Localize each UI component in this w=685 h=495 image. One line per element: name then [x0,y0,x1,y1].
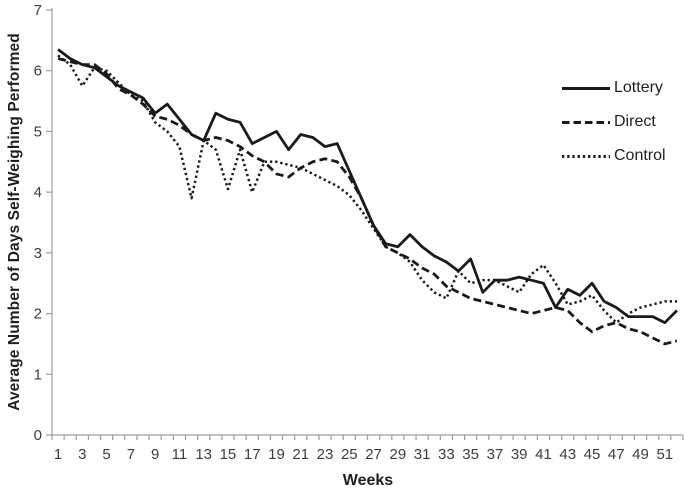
x-tick-label: 9 [151,446,159,463]
x-tick-label: 51 [656,446,673,463]
x-tick-label: 37 [487,446,504,463]
x-tick-label: 5 [102,446,110,463]
y-tick-label: 1 [34,366,42,383]
legend: Lottery Direct Control [561,79,666,165]
control-dotted-line-sample [562,154,610,158]
legend-item-control: Control [561,147,666,165]
x-tick-label: 1 [54,446,62,463]
x-tick-label: 19 [268,446,285,463]
y-axis-title: Average Number of Days Self-Weighing Per… [6,33,23,411]
x-tick-label: 13 [195,446,212,463]
legend-item-direct: Direct [561,113,666,131]
x-tick-label: 35 [462,446,479,463]
x-tick-label: 3 [78,446,86,463]
x-tick-label: 43 [559,446,576,463]
legend-label-direct: Direct [614,113,656,130]
x-tick-label: 21 [292,446,309,463]
x-tick-label: 47 [608,446,625,463]
series-line-direct [57,57,678,346]
x-tick-label: 7 [127,446,135,463]
y-tick-label: 5 [34,123,42,140]
direct-dashed-line-sample [562,120,610,124]
y-tick-label: 7 [34,2,42,19]
x-tick-label: 23 [317,446,334,463]
y-tick-label: 6 [34,63,42,80]
x-tick-label: 49 [632,446,649,463]
x-tick-label: 15 [220,446,237,463]
x-tick-label: 45 [584,446,601,463]
lottery-solid-line-sample [562,86,610,90]
x-tick-label: 25 [341,446,358,463]
legend-label-control: Control [614,147,666,164]
x-tick-label: 29 [389,446,406,463]
x-tick-label: 31 [414,446,431,463]
x-tick-label: 17 [244,446,261,463]
legend-item-lottery: Lottery [561,79,666,97]
x-tick-label: 41 [535,446,552,463]
legend-label-lottery: Lottery [614,79,663,96]
y-tick-label: 3 [34,245,42,262]
x-axis-title: Weeks [342,472,394,489]
x-tick-label: 11 [172,446,188,463]
x-tick-label: 27 [365,446,382,463]
y-tick-label: 4 [34,184,42,201]
y-tick-label: 2 [34,306,42,323]
y-tick-label: 0 [34,427,42,444]
x-tick-label: 33 [438,446,455,463]
x-tick-label: 39 [511,446,528,463]
